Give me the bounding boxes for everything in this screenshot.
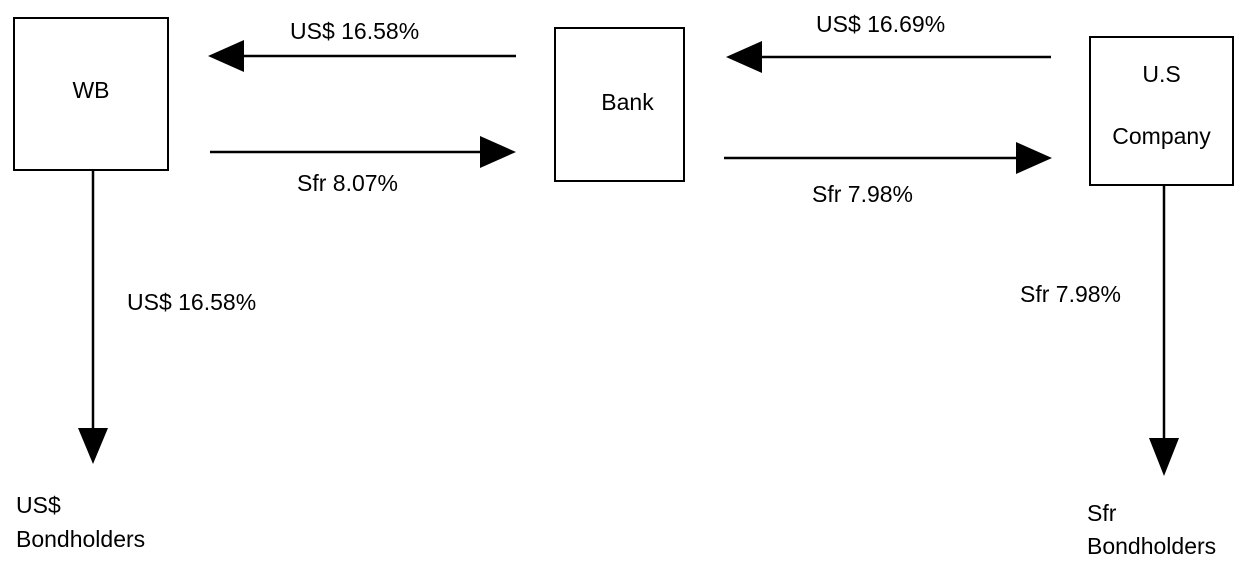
us-bondholders-label-line1: US$ [16, 492, 61, 518]
flow-label-wb-to-bondholders: US$ 16.58% [127, 289, 257, 315]
arrow-bank-to-wb [208, 40, 516, 72]
bank-label: Bank [601, 89, 654, 115]
sfr-bondholders-label-line1: Sfr [1087, 500, 1117, 526]
us-company-box [1089, 36, 1234, 186]
arrow-company-to-sfr-bondholders [1149, 185, 1179, 476]
sfr-bondholders-label-line2: Bondholders [1087, 533, 1217, 559]
flow-label-bank-to-wb: US$ 16.58% [290, 18, 420, 44]
flow-label-bank-to-company: Sfr 7.98% [812, 181, 913, 207]
us-bondholders-label-line2: Bondholders [16, 526, 146, 552]
flow-label-company-to-bank: US$ 16.69% [816, 11, 946, 37]
bank-box [554, 27, 685, 182]
flow-label-wb-to-bank: Sfr 8.07% [297, 170, 398, 196]
us-company-label-line1: U.S [1142, 61, 1181, 87]
wb-box [13, 17, 169, 171]
arrow-wb-to-us-bondholders [78, 170, 108, 464]
arrow-wb-to-bank [210, 136, 516, 168]
arrow-bank-to-company [724, 142, 1052, 174]
arrow-company-to-bank [726, 41, 1051, 73]
wb-label: WB [72, 77, 110, 103]
us-company-label-line2: Company [1112, 123, 1211, 149]
flow-label-company-to-bondholders: Sfr 7.98% [1020, 281, 1121, 307]
